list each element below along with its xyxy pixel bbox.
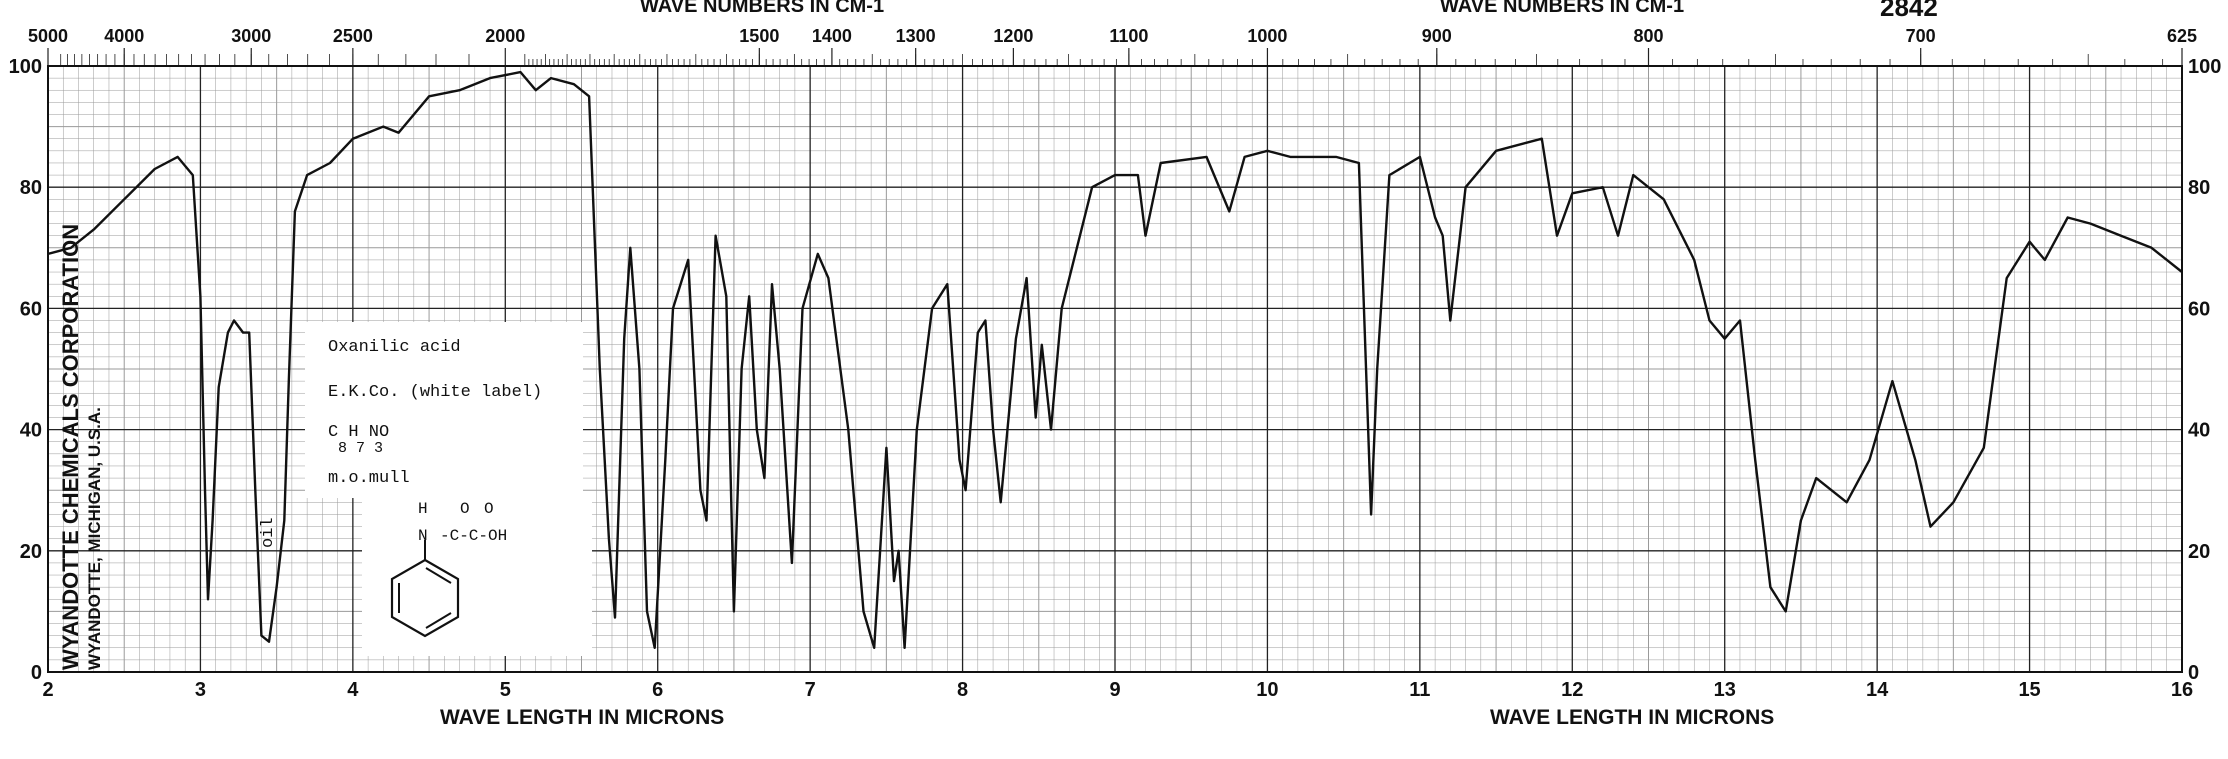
x-tick-labels: 2 3 4 5 6 7 8 9 10 11 12 13 14 15 16 xyxy=(42,679,2193,701)
structure-chain: -C-C-OH xyxy=(440,527,507,545)
bottom-axis-label-right: WAVE LENGTH IN MICRONS xyxy=(1490,706,1774,729)
y-tick-label-right: 0 xyxy=(2188,662,2199,684)
sample-info-background xyxy=(305,322,583,498)
wavenumber-tick-label: 1400 xyxy=(812,26,852,46)
sample-source: E.K.Co. (white label) xyxy=(328,383,542,402)
top-axis-label-right: WAVE NUMBERS IN CM-1 xyxy=(1440,0,1684,17)
x-tick-label: 12 xyxy=(1561,679,1583,701)
x-tick-label: 8 xyxy=(957,679,968,701)
stamp-line-1: WYANDOTTE CHEMICALS CORPORATION xyxy=(58,224,83,670)
ring-double-bond-1 xyxy=(425,567,452,584)
structure-o2: O xyxy=(484,500,494,518)
top-axis-label-left: WAVE NUMBERS IN CM-1 xyxy=(640,0,884,17)
formula-subscripts: 8 7 3 xyxy=(338,440,383,457)
wavenumber-tick-label: 2000 xyxy=(485,26,525,46)
compound-name: Oxanilic acid xyxy=(328,338,461,357)
ring-double-bond-2 xyxy=(425,612,452,629)
wavenumber-tick-label: 3000 xyxy=(231,26,271,46)
y-tick-labels-right: 0 20 40 60 80 100 xyxy=(2188,56,2221,684)
x-tick-label: 5 xyxy=(500,679,511,701)
sample-info-box: Oxanilic acid E.K.Co. (white label) C H … xyxy=(305,322,583,498)
y-tick-label-right: 100 xyxy=(2188,56,2221,78)
y-tick-label-left: 80 xyxy=(20,177,42,199)
wavenumber-tick-label: 1200 xyxy=(993,26,1033,46)
wavenumber-tick-label: 2500 xyxy=(333,26,373,46)
bottom-axis-label-left: WAVE LENGTH IN MICRONS xyxy=(440,706,724,729)
x-tick-label: 11 xyxy=(1409,679,1430,701)
y-tick-labels-left: 0 20 40 60 80 100 xyxy=(9,56,42,684)
x-tick-label: 15 xyxy=(2018,679,2040,701)
structure-o1: O xyxy=(460,500,470,518)
y-tick-label-right: 60 xyxy=(2188,298,2210,320)
y-tick-label-left: 20 xyxy=(20,541,42,563)
manufacturer-stamp: WYANDOTTE CHEMICALS CORPORATION WYANDOTT… xyxy=(58,224,104,670)
structure-h: H xyxy=(418,500,428,518)
chart-number: 2842 xyxy=(1880,0,1938,22)
x-tick-label: 2 xyxy=(42,679,53,701)
y-tick-label-right: 20 xyxy=(2188,541,2210,563)
oil-annotation: oil xyxy=(259,517,278,548)
wavenumber-tick-label: 900 xyxy=(1422,26,1452,46)
molecular-structure: H N O O -C-C-OH xyxy=(362,496,592,656)
x-tick-label: 14 xyxy=(1866,679,1889,701)
x-tick-label: 3 xyxy=(195,679,206,701)
wavenumber-tick-label: 4000 xyxy=(104,26,144,46)
y-tick-label-right: 40 xyxy=(2188,420,2210,442)
x-tick-label: 10 xyxy=(1256,679,1278,701)
x-tick-label: 9 xyxy=(1109,679,1120,701)
stamp-line-2: WYANDOTTE, MICHIGAN, U.S.A. xyxy=(85,407,104,670)
wavenumber-tick-label: 1000 xyxy=(1247,26,1287,46)
x-tick-label: 4 xyxy=(347,679,359,701)
wavenumber-tick-label: 5000 xyxy=(28,26,68,46)
wavenumber-ticks xyxy=(47,48,2183,66)
y-tick-label-left: 60 xyxy=(20,298,42,320)
wavenumber-tick-label: 1100 xyxy=(1109,26,1148,46)
y-tick-label-right: 80 xyxy=(2188,177,2210,199)
sample-method: m.o.mull xyxy=(328,469,410,488)
wavenumber-tick-label: 1300 xyxy=(896,26,936,46)
x-tick-label: 7 xyxy=(805,679,816,701)
structure-background xyxy=(362,496,592,656)
structure-n: N xyxy=(418,527,428,545)
spectrum-series-line xyxy=(47,70,2183,649)
wavenumber-tick-labels: 5000 4000 3000 2500 2000 1500 1400 1300 1200 1100… xyxy=(28,26,2197,46)
wavenumber-tick-label: 625 xyxy=(2167,26,2197,46)
wavenumber-tick-label: 700 xyxy=(1906,26,1936,46)
wavenumber-tick-label: 800 xyxy=(1633,26,1663,46)
benzene-ring-icon xyxy=(390,558,460,638)
y-tick-label-left: 40 xyxy=(20,420,42,442)
wavenumber-tick-label: 1500 xyxy=(739,26,779,46)
formula-main: C H NO xyxy=(328,423,389,442)
y-tick-label-left: 0 xyxy=(31,662,42,684)
x-tick-label: 16 xyxy=(2171,679,2193,701)
y-tick-label-left: 100 xyxy=(9,56,42,78)
plot-frame xyxy=(47,65,2183,673)
x-tick-label: 6 xyxy=(652,679,663,701)
x-tick-label: 13 xyxy=(1714,679,1736,701)
